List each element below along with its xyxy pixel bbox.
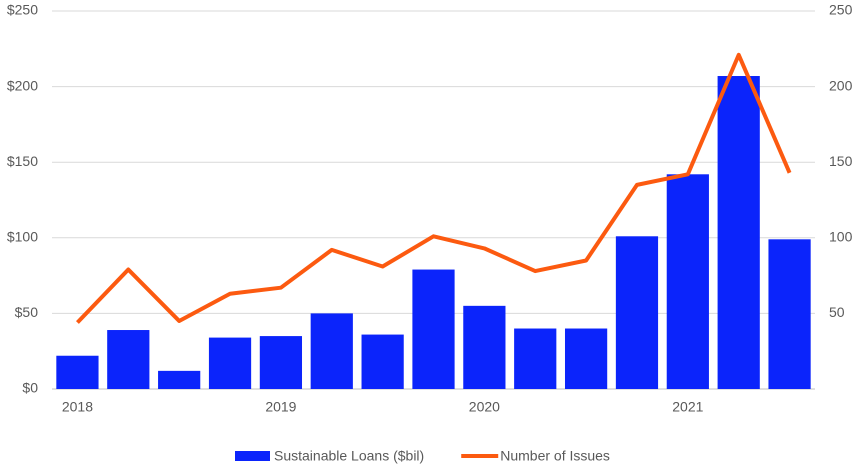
bar: [158, 370, 201, 389]
y-tick-label: $0: [22, 380, 38, 396]
bar: [564, 328, 608, 389]
y-tick-label: $100: [7, 229, 38, 245]
bar: [666, 174, 709, 389]
bar: [208, 337, 252, 389]
bar: [463, 305, 506, 389]
bar: [56, 355, 99, 389]
x-tick-label: 2018: [62, 399, 93, 415]
legend-swatch: [235, 451, 270, 461]
bar: [514, 328, 557, 389]
x-tick-label: 2019: [265, 399, 296, 415]
y2-tick-label: 100: [829, 229, 853, 245]
bar: [259, 336, 303, 389]
y2-tick-label: 200: [829, 77, 853, 93]
y-tick-label: $200: [7, 77, 38, 93]
y2-tick-label: 50: [829, 304, 845, 320]
bar: [412, 269, 455, 389]
bar: [107, 330, 150, 389]
y2-tick-label: 250: [829, 2, 853, 18]
y-tick-label: $250: [7, 2, 38, 18]
legend-label: Sustainable Loans ($bil): [274, 448, 424, 464]
x-tick-label: 2021: [672, 399, 703, 415]
x-tick-label: 2020: [469, 399, 500, 415]
bar: [768, 239, 811, 389]
bar: [361, 334, 404, 389]
y-tick-label: $150: [7, 153, 38, 169]
y-tick-label: $50: [15, 304, 39, 320]
bar: [615, 236, 659, 389]
line: [75, 52, 792, 324]
y2-tick-label: 150: [829, 153, 853, 169]
bar: [717, 76, 760, 390]
legend-label: Number of Issues: [500, 448, 610, 464]
bar: [310, 313, 353, 389]
